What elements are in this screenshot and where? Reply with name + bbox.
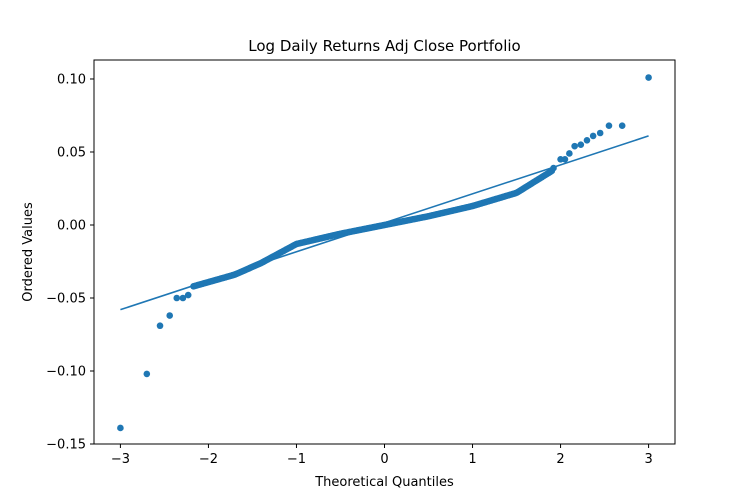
y-tick-label: 0.05 [57,145,86,160]
x-tick-label: −1 [287,452,306,467]
data-point [589,132,597,140]
x-tick-label: −2 [199,452,218,467]
chart-title: Log Daily Returns Adj Close Portfolio [248,37,520,55]
x-tick-label: −3 [111,452,130,467]
data-point [577,141,585,148]
data-point [179,294,187,302]
data-point [645,74,652,81]
y-tick-label: 0.00 [57,218,86,233]
data-point [583,137,591,144]
data-point [184,291,192,299]
y-axis-label: Ordered Values [21,202,36,302]
data-point [605,122,613,130]
y-tick-label: 0.10 [57,72,86,87]
x-tick-label: 1 [468,452,476,467]
data-point [173,294,181,302]
data-point [156,322,164,330]
data-point [596,129,604,137]
data-point [561,155,569,163]
data-point [117,424,124,432]
data-point [550,164,557,172]
data-point [143,370,151,378]
x-tick-label: 3 [644,452,652,467]
x-axis-ticks: −3 −2 −1 0 1 2 3 [111,444,653,467]
data-point [571,142,578,150]
data-point [166,312,174,319]
data-point [566,150,573,157]
y-tick-label: −0.10 [46,364,86,379]
y-tick-label: −0.15 [46,438,86,453]
data-point [618,122,626,130]
x-axis-label: Theoretical Quantiles [314,475,454,490]
x-tick-label: 2 [556,452,564,467]
x-tick-label: 0 [380,452,388,467]
data-layer [117,74,652,432]
y-tick-label: −0.05 [46,291,86,306]
y-axis-ticks: −0.15 −0.10 −0.05 0.00 0.05 0.10 [46,72,94,453]
